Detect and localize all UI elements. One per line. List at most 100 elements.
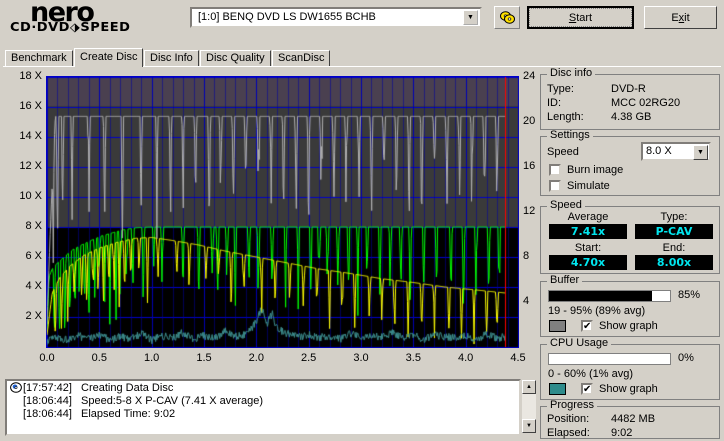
log-icon-spacer xyxy=(10,408,23,419)
x-axis-tick: 0.0 xyxy=(39,352,55,364)
speed-start-label: Start: xyxy=(574,242,602,254)
simulate-label: Simulate xyxy=(567,180,610,192)
y-axis-tick-left: 2 X xyxy=(25,310,42,322)
y-axis-tick-left: 12 X xyxy=(19,160,42,172)
cpu-usage-title: CPU Usage xyxy=(547,338,612,349)
exit-button[interactable]: Exit xyxy=(644,6,717,29)
tab-benchmark[interactable]: Benchmark xyxy=(5,50,73,66)
cpu-percent-label: 0% xyxy=(678,352,694,364)
y-axis-tick-left: 6 X xyxy=(25,250,42,262)
disc-info-title: Disc info xyxy=(547,68,596,79)
cpu-progress-bar xyxy=(548,353,671,365)
cpu-range-text: 0 - 60% (1% avg) xyxy=(548,368,633,380)
y-axis-tick-right: 20 xyxy=(523,115,536,127)
disc-type-value: DVD-R xyxy=(611,83,646,95)
start-button-label: Start xyxy=(568,11,593,24)
drive-select[interactable]: [1:0] BENQ DVD LS DW1655 BCHB ▼ xyxy=(190,7,482,28)
y-axis-tick-left: 8 X xyxy=(25,220,42,232)
log-icon-spacer xyxy=(10,395,23,406)
start-button[interactable]: Start xyxy=(527,6,634,29)
burn-image-checkbox[interactable] xyxy=(549,164,561,176)
cpu-show-graph-label: Show graph xyxy=(599,383,658,395)
speed-end-label: End: xyxy=(662,242,686,254)
y-axis-tick-left: 10 X xyxy=(19,190,42,202)
x-axis-tick: 1.5 xyxy=(196,352,212,364)
buffer-title: Buffer xyxy=(547,275,583,286)
log-scrollbar[interactable]: ▲ ▼ xyxy=(521,379,537,436)
burn-image-label: Burn image xyxy=(567,164,624,176)
x-axis-tick: 3.0 xyxy=(353,352,369,364)
speed-type-value: P-CAV xyxy=(635,224,713,239)
buffer-progress-fill xyxy=(549,291,652,301)
simulate-checkbox[interactable] xyxy=(549,180,561,192)
disc-length-label: Length: xyxy=(547,111,584,123)
disc-info-group: Disc info Type: DVD-R ID: MCC 02RG20 Len… xyxy=(540,68,720,130)
logo-subtitle: CD·DVD⬗SPEED xyxy=(10,21,130,35)
log-panel[interactable]: [17:57:42] Creating Data Disc [18:06:44] Sp… xyxy=(5,379,521,436)
chevron-down-icon[interactable]: ▼ xyxy=(693,145,708,160)
speed-group: Speed Average Type: 7.41x P-CAV Start: E… xyxy=(540,200,720,274)
log-row: [17:57:42] Creating Data Disc xyxy=(7,382,519,395)
speed-title: Speed xyxy=(547,200,585,211)
buffer-progress-bar xyxy=(548,290,671,302)
disc-type-label: Type: xyxy=(547,83,574,95)
app-logo: nero CD·DVD⬗SPEED xyxy=(8,0,178,38)
x-axis-tick: 0.5 xyxy=(91,352,107,364)
logo-sub-right: SPEED xyxy=(80,21,131,35)
x-axis-tick: 4.5 xyxy=(510,352,526,364)
y-axis-tick-left: 16 X xyxy=(19,100,42,112)
speed-end-value: 8.00x xyxy=(635,255,713,270)
y-axis-tick-left: 4 X xyxy=(25,280,42,292)
tab-scandisc[interactable]: ScanDisc xyxy=(272,50,331,66)
x-axis-tick: 4.0 xyxy=(458,352,474,364)
tab-divider xyxy=(3,66,721,67)
logo-nero-text: nero xyxy=(30,0,95,28)
scroll-up-icon[interactable]: ▲ xyxy=(522,380,536,394)
speed-average-value: 7.41x xyxy=(549,224,627,239)
cpu-show-graph-checkbox[interactable]: ✔ xyxy=(581,383,593,395)
y-axis-tick-right: 8 xyxy=(523,250,530,262)
info-disc-icon xyxy=(10,382,23,393)
scroll-down-icon[interactable]: ▼ xyxy=(522,419,536,433)
log-timestamp: [18:06:44] xyxy=(23,395,72,407)
y-axis-tick-left: 18 X xyxy=(19,70,42,82)
cpu-usage-group: CPU Usage 0% 0 - 60% (1% avg) ✔ Show gra… xyxy=(540,338,720,400)
tab-label: Create Disc xyxy=(80,51,138,63)
x-axis-tick: 2.0 xyxy=(248,352,264,364)
x-axis-tick: 3.5 xyxy=(405,352,421,364)
exit-button-label: Exit xyxy=(671,11,690,24)
progress-group: Progress Position: 4482 MB Elapsed: 9:02 xyxy=(540,400,720,439)
progress-position-label: Position: xyxy=(547,413,590,425)
tab-label: Benchmark xyxy=(11,52,67,64)
progress-title: Progress xyxy=(547,400,598,411)
tab-label: Disc Info xyxy=(150,52,193,64)
settings-title: Settings xyxy=(547,130,593,141)
progress-elapsed-value: 9:02 xyxy=(611,427,633,439)
log-timestamp: [17:57:42] xyxy=(23,382,72,394)
logo-sub-left: CD·DVD xyxy=(10,21,70,35)
tab-disc-info[interactable]: Disc Info xyxy=(144,50,199,66)
speed-type-label: Type: xyxy=(660,211,688,223)
disc-id-label: ID: xyxy=(547,97,562,109)
progress-position-value: 4482 MB xyxy=(611,413,656,425)
log-scroll-track[interactable] xyxy=(522,394,536,419)
speed-chart: 2 X 4 X 6 X 8 X 10 X 12 X 14 X 16 X 18 X 4 8 12 16 20… xyxy=(6,70,536,370)
buffer-group: Buffer 85% 19 - 95% (89% avg) ✔ Show gra… xyxy=(540,275,720,337)
buffer-show-graph-checkbox[interactable]: ✔ xyxy=(581,320,593,332)
eject-disc-button[interactable] xyxy=(494,6,520,29)
tab-create-disc[interactable]: Create Disc xyxy=(74,48,144,67)
y-axis-tick-left: 14 X xyxy=(19,130,42,142)
speed-select[interactable]: 8.0 X ▼ xyxy=(641,142,711,161)
x-axis-tick: 2.5 xyxy=(301,352,317,364)
log-row: [18:06:44] Speed:5-8 X P-CAV (7.41 X aver… xyxy=(7,395,519,408)
progress-elapsed-label: Elapsed: xyxy=(547,427,590,439)
disc-length-value: 4.38 GB xyxy=(611,111,652,123)
chevron-down-icon[interactable]: ▼ xyxy=(463,10,478,25)
y-axis-tick-right: 24 xyxy=(523,70,536,82)
log-message: Elapsed Time: 9:02 xyxy=(81,408,176,420)
tab-disc-quality[interactable]: Disc Quality xyxy=(200,50,271,66)
speed-chart-canvas xyxy=(46,76,519,348)
log-message: Speed:5-8 X P-CAV (7.41 X average) xyxy=(81,395,264,407)
y-axis-tick-right: 4 xyxy=(523,295,530,307)
